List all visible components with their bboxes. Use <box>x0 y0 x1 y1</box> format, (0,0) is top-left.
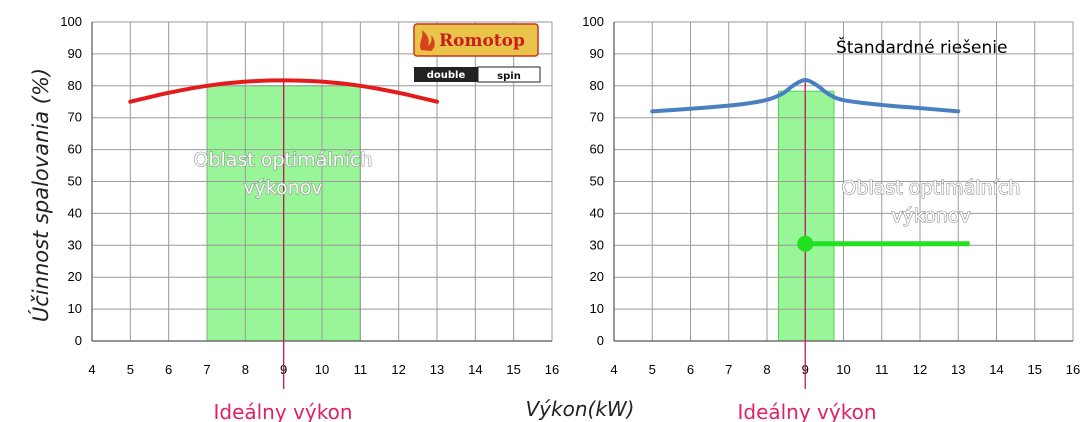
y-tick-label: 60 <box>590 142 604 157</box>
efficiency-series <box>128 78 439 104</box>
y-tick-label: 40 <box>590 205 604 220</box>
y-tick-label: 70 <box>68 110 82 125</box>
y-tick-label: 10 <box>590 301 604 316</box>
y-tick-label: 50 <box>68 174 82 189</box>
x-tick-label: 8 <box>242 362 249 377</box>
logo-double-box <box>414 67 478 82</box>
band-label-line1: Oblast optimálních <box>194 149 373 171</box>
marker-dot <box>797 235 814 252</box>
ideal-marker <box>797 235 970 252</box>
gridlines <box>613 21 1074 342</box>
logo-spin-text: spin <box>497 71 521 82</box>
x-tick-label: 8 <box>763 362 770 377</box>
x-tick-label: 11 <box>354 362 368 377</box>
band-label-line2: výkonov <box>891 205 970 227</box>
x-tick-label: 5 <box>127 362 134 377</box>
x-tick-label: 10 <box>315 362 329 377</box>
y-tick-label: 50 <box>590 174 604 189</box>
flame-icon <box>420 30 435 51</box>
optimal-range-band <box>777 90 835 342</box>
y-tick-label: 80 <box>590 78 604 93</box>
y-tick-label: 80 <box>68 78 82 93</box>
y-tick-label: 60 <box>68 142 82 157</box>
logo-spin-box <box>477 66 541 83</box>
x-tick-label: 12 <box>391 362 405 377</box>
x-tick-label: 15 <box>1028 362 1042 377</box>
y-tick-label: 90 <box>590 46 604 61</box>
x-tick-labels: 45678910111213141516 <box>610 362 1080 377</box>
efficiency-curve <box>128 78 439 104</box>
y-tick-label: 90 <box>68 46 82 61</box>
x-axis-label: Výkon(kW) <box>526 397 635 421</box>
y-tick-label: 100 <box>60 14 82 29</box>
y-tick-labels: 0 10 20 30 40 50 60 70 80 90 100 <box>60 14 82 348</box>
x-tick-labels: 45678910111213141516 <box>88 362 559 377</box>
ideal-label-left: Ideálny výkon <box>213 400 352 422</box>
x-tick-label: 14 <box>468 362 482 377</box>
x-tick-label: 10 <box>836 362 850 377</box>
x-tick-label: 7 <box>725 362 732 377</box>
x-tick-label: 12 <box>913 362 927 377</box>
chart-annotation: Štandardné riešenie <box>836 36 1007 58</box>
efficiency-series <box>650 78 961 114</box>
band-label-line1: Oblast optimálních <box>842 177 1021 199</box>
x-tick-label: 6 <box>687 362 694 377</box>
x-tick-label: 13 <box>951 362 965 377</box>
x-tick-label: 5 <box>649 362 656 377</box>
y-tick-label: 0 <box>597 333 604 348</box>
logo-brand: Romotop <box>439 31 525 51</box>
x-tick-label: 13 <box>430 362 444 377</box>
x-tick-label: 6 <box>165 362 172 377</box>
logo-double-text: double <box>427 70 466 81</box>
x-tick-label: 16 <box>1066 362 1080 377</box>
x-tick-label: 11 <box>875 362 889 377</box>
y-axis-label: Účinnost spalovania (%) <box>28 68 53 322</box>
x-tick-label: 16 <box>545 362 559 377</box>
y-tick-label: 20 <box>590 269 604 284</box>
y-tick-label: 100 <box>582 14 604 29</box>
x-tick-label: 4 <box>88 362 95 377</box>
x-tick-label: 15 <box>506 362 520 377</box>
y-tick-label: 40 <box>68 205 82 220</box>
y-tick-label: 30 <box>590 237 604 252</box>
ideal-label-right: Ideálny výkon <box>737 400 876 422</box>
x-tick-label: 4 <box>610 362 617 377</box>
efficiency-curve <box>650 78 961 114</box>
x-tick-label: 14 <box>989 362 1003 377</box>
optimal-band-rect <box>777 90 835 342</box>
y-tick-label: 10 <box>68 301 82 316</box>
x-tick-label: 7 <box>203 362 210 377</box>
y-tick-label: 0 <box>75 333 82 348</box>
y-tick-labels: 0 10 20 30 40 50 60 70 80 90 100 <box>582 14 604 348</box>
y-tick-label: 30 <box>68 237 82 252</box>
band-label-line2: výkonov <box>243 177 322 199</box>
y-tick-label: 70 <box>590 110 604 125</box>
y-tick-label: 20 <box>68 269 82 284</box>
romotop-logo: Romotop double spin <box>413 23 541 83</box>
logo-background <box>413 23 539 57</box>
